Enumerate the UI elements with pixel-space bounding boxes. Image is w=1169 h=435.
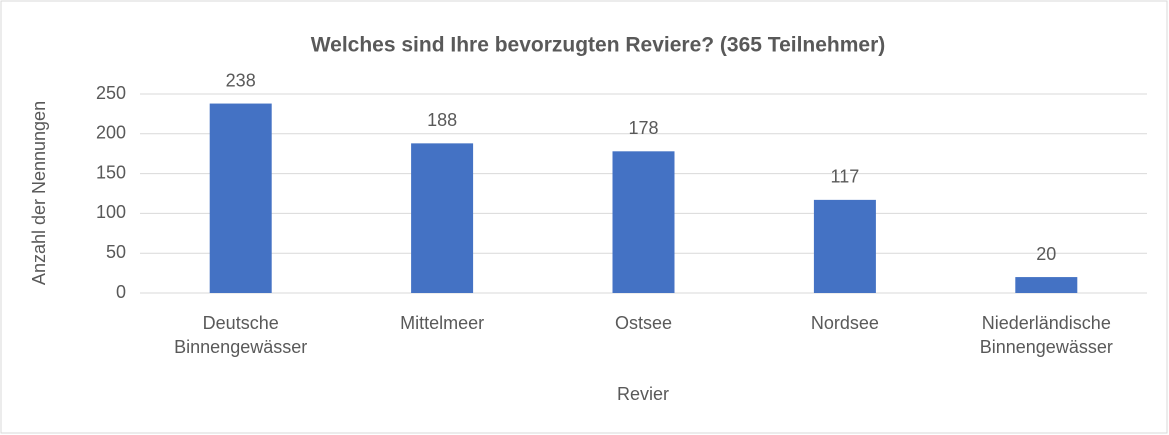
- data-label: 20: [1036, 244, 1056, 264]
- x-tick-label: Deutsche Binnengewässer: [174, 313, 307, 357]
- data-label: 238: [226, 70, 256, 90]
- data-label: 188: [427, 110, 457, 130]
- bar: [209, 103, 272, 293]
- y-tick-label: 150: [96, 162, 126, 182]
- y-tick-label: 100: [96, 202, 126, 222]
- y-tick-label: 50: [106, 242, 126, 262]
- y-tick-label: 200: [96, 123, 126, 143]
- bar: [411, 143, 474, 293]
- y-tick-label: 0: [116, 282, 126, 302]
- bar: [1015, 277, 1078, 293]
- bar: [813, 199, 876, 293]
- y-axis-label: Anzahl der Nennungen: [29, 101, 49, 285]
- data-label: 117: [831, 167, 860, 187]
- x-axis-label: Revier: [617, 384, 669, 404]
- data-label: 178: [628, 118, 658, 138]
- x-tick-label: Nordsee: [811, 313, 879, 333]
- bar: [612, 151, 675, 293]
- y-tick-label: 250: [96, 83, 126, 103]
- x-tick-label: Ostsee: [615, 313, 672, 333]
- x-tick-label: Niederländische Binnengewässer: [980, 313, 1113, 357]
- x-tick-label: Mittelmeer: [400, 313, 484, 333]
- chart-title: Welches sind Ihre bevorzugten Reviere? (…: [311, 34, 886, 57]
